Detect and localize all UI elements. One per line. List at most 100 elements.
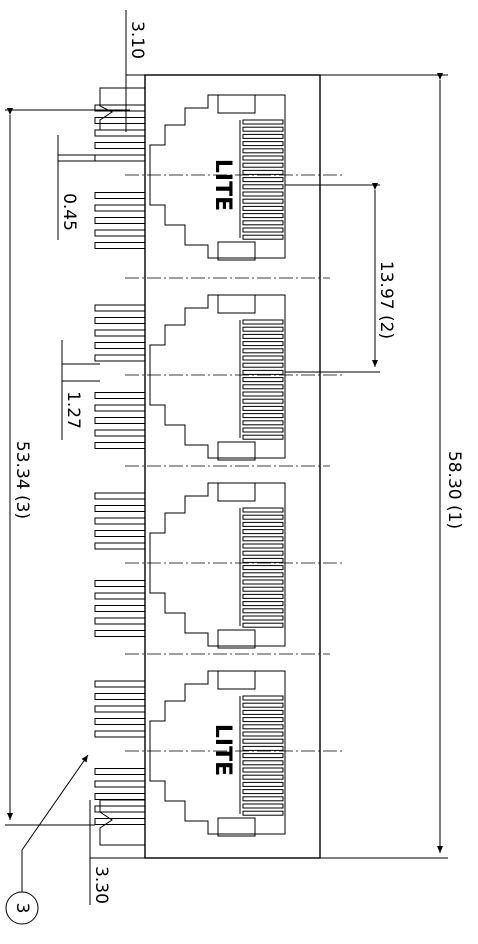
- contact: [242, 608, 284, 614]
- contact: [242, 738, 284, 744]
- contact: [242, 326, 284, 332]
- contact: [242, 333, 284, 339]
- dimension-label: 0.45: [59, 193, 79, 231]
- contact: [242, 601, 284, 607]
- pin: [94, 342, 146, 349]
- contact: [242, 377, 284, 383]
- contact: [242, 745, 284, 751]
- dimension-label: 3.30: [91, 866, 111, 904]
- contact: [242, 169, 284, 175]
- pin: [94, 317, 146, 324]
- contact: [242, 781, 284, 787]
- peg: [99, 799, 145, 846]
- contact: [242, 753, 284, 759]
- contact: [242, 615, 284, 621]
- contact: [242, 191, 284, 197]
- contact: [242, 543, 284, 549]
- contact: [242, 227, 284, 233]
- pin: [94, 605, 146, 612]
- contact: [242, 177, 284, 183]
- contact: [242, 521, 284, 527]
- contact: [242, 391, 284, 397]
- pin: [94, 517, 146, 525]
- contact: [242, 133, 284, 139]
- pin: [94, 592, 146, 600]
- contact: [242, 184, 284, 190]
- contact: [242, 507, 284, 513]
- pin: [94, 617, 146, 625]
- contact: [242, 550, 284, 556]
- jack-outline: [149, 670, 286, 835]
- pin: [94, 530, 146, 537]
- pin: [94, 630, 146, 637]
- pin: [94, 429, 146, 437]
- contact: [242, 220, 284, 226]
- pin: [94, 392, 146, 399]
- contact: [242, 529, 284, 535]
- contact: [242, 622, 284, 628]
- logo: LITE: [210, 159, 235, 211]
- pin: [94, 217, 146, 224]
- contact: [242, 774, 284, 780]
- contact: [242, 398, 284, 404]
- pin: [94, 542, 146, 550]
- contact: [242, 213, 284, 219]
- contact: [242, 731, 284, 737]
- latch: [217, 482, 256, 502]
- contact: [242, 319, 284, 325]
- pin: [94, 404, 146, 412]
- pin: [94, 204, 146, 212]
- pin: [94, 505, 146, 512]
- pin: [94, 492, 146, 500]
- peg: [99, 87, 145, 131]
- contact: [242, 724, 284, 730]
- contact: [242, 384, 284, 390]
- latch: [217, 817, 256, 837]
- latch: [217, 241, 256, 261]
- pin: [94, 154, 146, 162]
- pin: [94, 730, 146, 738]
- callout-label: 3: [12, 903, 32, 914]
- logo: LITE: [210, 724, 235, 776]
- jack-outline: [149, 94, 286, 259]
- latch: [217, 441, 256, 461]
- pin: [94, 142, 146, 149]
- contact: [242, 695, 284, 701]
- latch: [217, 294, 256, 314]
- jack-outline: [149, 482, 286, 647]
- contact: [242, 362, 284, 368]
- contact: [242, 593, 284, 599]
- contact: [242, 234, 284, 240]
- pin: [94, 780, 146, 788]
- contact: [242, 803, 284, 809]
- contact: [242, 789, 284, 795]
- contact: [242, 717, 284, 723]
- contact: [242, 579, 284, 585]
- dimension-label: 58.30 (1): [444, 451, 464, 529]
- contact: [242, 348, 284, 354]
- pin: [94, 768, 146, 775]
- pin: [94, 718, 146, 725]
- contact: [242, 702, 284, 708]
- dimension-label: 53.34 (3): [12, 441, 32, 519]
- contact: [242, 155, 284, 161]
- latch: [217, 629, 256, 649]
- contact: [242, 709, 284, 715]
- pin: [94, 705, 146, 713]
- contact: [242, 427, 284, 433]
- contact: [242, 514, 284, 520]
- contact: [242, 536, 284, 542]
- contact: [242, 434, 284, 440]
- leader-line: [21, 754, 89, 892]
- pin: [94, 329, 146, 337]
- contact: [242, 557, 284, 563]
- jack-outline: [149, 294, 286, 459]
- pin: [94, 129, 146, 137]
- pin: [94, 354, 146, 362]
- contact: [242, 205, 284, 211]
- contact: [242, 341, 284, 347]
- dimension-label: 3.10: [127, 21, 147, 59]
- pin: [94, 304, 146, 312]
- contact: [242, 420, 284, 426]
